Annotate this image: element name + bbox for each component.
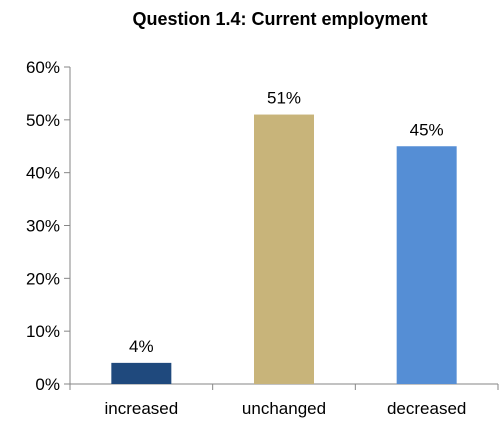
y-tick-label: 40% [26,164,60,183]
y-tick-label: 60% [26,58,60,77]
category-label-unchanged: unchanged [242,399,326,418]
y-tick-label: 10% [26,322,60,341]
data-label-increased: 4% [129,337,154,356]
category-label-increased: increased [104,399,178,418]
data-label-unchanged: 51% [267,89,301,108]
category-label-decreased: decreased [387,399,466,418]
y-tick-label: 20% [26,269,60,288]
bar-increased [111,362,172,384]
bar-decreased [396,146,457,384]
y-tick-label: 50% [26,111,60,130]
bar-unchanged [254,114,314,385]
data-label-decreased: 45% [410,120,444,139]
y-tick-label: 30% [26,217,60,236]
y-tick-label: 0% [35,375,60,394]
chart-title: Question 1.4: Current employment [132,9,427,29]
